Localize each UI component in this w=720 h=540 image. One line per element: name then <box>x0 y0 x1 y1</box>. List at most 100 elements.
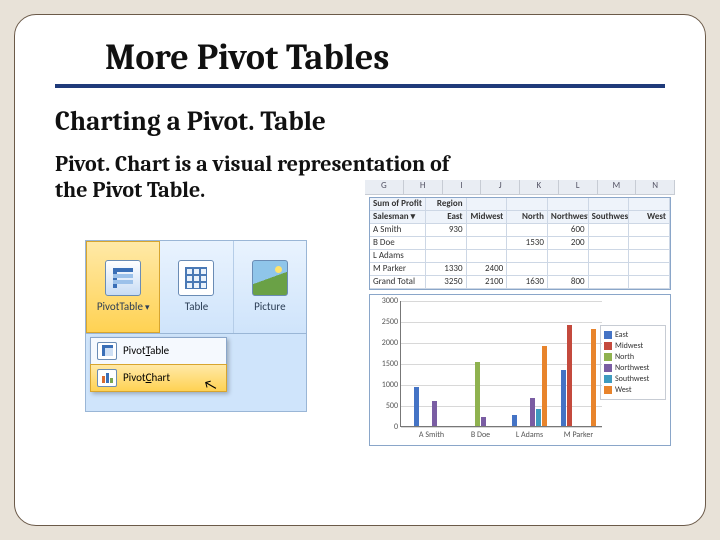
table-cell <box>589 276 630 289</box>
table-cell: West <box>629 211 670 224</box>
title-underline <box>55 84 665 88</box>
bar <box>530 398 535 425</box>
col-header: H <box>404 180 443 194</box>
x-tick-label: M Parker <box>564 430 593 440</box>
ribbon-label: Picture <box>254 300 286 313</box>
slide-title: More Pivot Tables <box>105 37 665 78</box>
table-cell: 200 <box>548 237 589 250</box>
table-cell: 2100 <box>467 276 508 289</box>
pic-icon <box>252 260 288 296</box>
table-cell <box>507 263 548 276</box>
table-cell <box>426 250 467 263</box>
table-row: Salesman ▾EastMidwestNorthNorthwestSouth… <box>370 211 670 224</box>
y-tick-label: 3000 <box>374 296 398 306</box>
x-tick-label: L Adams <box>516 430 543 440</box>
pivot-chart: 050010001500200025003000A SmithB DoeL Ad… <box>369 294 671 446</box>
table-cell <box>629 250 670 263</box>
legend-label: East <box>615 330 628 340</box>
legend-item: West <box>604 385 662 395</box>
table-cell: Midwest <box>467 211 508 224</box>
legend-label: West <box>615 385 632 395</box>
ribbon-pivottable-button[interactable]: PivotTable <box>86 241 160 333</box>
table-cell <box>589 237 630 250</box>
x-tick-label: B Doe <box>471 430 490 440</box>
legend-swatch <box>604 375 612 383</box>
legend-item: Midwest <box>604 341 662 351</box>
table-cell: 800 <box>548 276 589 289</box>
table-cell: Southwest <box>589 211 630 224</box>
table-cell: B Doe <box>370 237 426 250</box>
table-cell: 1530 <box>507 237 548 250</box>
table-icon <box>178 260 214 296</box>
table-cell: 3250 <box>426 276 467 289</box>
table-cell: Northwest <box>548 211 589 224</box>
table-cell <box>629 198 670 211</box>
y-tick-label: 1000 <box>374 380 398 390</box>
table-cell: 600 <box>548 224 589 237</box>
ribbon-group: PivotTable Table Picture <box>86 241 306 334</box>
table-cell <box>507 224 548 237</box>
ribbon-label: Table <box>185 300 209 313</box>
gridline <box>401 427 602 428</box>
table-cell: Sum of Profit <box>370 198 426 211</box>
gridline <box>401 322 602 323</box>
chart-plot-area: 050010001500200025003000A SmithB DoeL Ad… <box>400 301 602 427</box>
ribbon-picture-button[interactable]: Picture <box>234 241 306 333</box>
bar <box>475 362 480 426</box>
dropdown-label: PivotTable <box>123 344 169 357</box>
table-cell: East <box>426 211 467 224</box>
y-tick-label: 0 <box>374 422 398 432</box>
legend-label: Northwest <box>615 363 649 373</box>
table-cell <box>548 250 589 263</box>
table-cell: North <box>507 211 548 224</box>
table-cell <box>548 263 589 276</box>
table-row: A Smith930600 <box>370 224 670 237</box>
pivot-icon <box>105 260 141 296</box>
ribbon-label: PivotTable <box>97 300 150 313</box>
table-cell: L Adams <box>370 250 426 263</box>
table-cell <box>589 250 630 263</box>
table-cell <box>629 224 670 237</box>
table-cell <box>507 198 548 211</box>
bar <box>481 417 486 425</box>
table-cell: Region <box>426 198 467 211</box>
table-row: Sum of ProfitRegion <box>370 198 670 211</box>
legend-item: East <box>604 330 662 340</box>
bar <box>561 370 566 426</box>
dropdown-pivottable[interactable]: PivotTable <box>91 338 226 365</box>
bar <box>432 401 437 426</box>
col-header: J <box>481 180 520 194</box>
pt-icon <box>97 342 117 360</box>
y-tick-label: 2000 <box>374 338 398 348</box>
table-cell: 1330 <box>426 263 467 276</box>
table-cell <box>507 250 548 263</box>
y-tick-label: 2500 <box>374 317 398 327</box>
y-tick-label: 500 <box>374 401 398 411</box>
table-cell: M Parker <box>370 263 426 276</box>
excel-screenshot: GHIJKLMN Sum of ProfitRegionSalesman ▾Ea… <box>365 180 675 435</box>
table-cell <box>589 224 630 237</box>
table-cell: 1630 <box>507 276 548 289</box>
table-cell <box>589 198 630 211</box>
ribbon-screenshot: PivotTableTablePicture PivotTablePivotCh… <box>85 240 307 412</box>
bar <box>591 329 596 426</box>
table-row: Grand Total325021001630800 <box>370 276 670 289</box>
col-header: G <box>365 180 404 194</box>
legend-item: Northwest <box>604 363 662 373</box>
ribbon-table-button[interactable]: Table <box>160 241 233 333</box>
bar <box>512 415 517 426</box>
table-cell <box>629 276 670 289</box>
table-cell <box>467 224 508 237</box>
table-cell <box>548 198 589 211</box>
excel-column-headers: GHIJKLMN <box>365 180 675 195</box>
legend-swatch <box>604 331 612 339</box>
gridline <box>401 301 602 302</box>
legend-swatch <box>604 342 612 350</box>
bar <box>567 325 572 426</box>
table-cell <box>589 263 630 276</box>
col-header: K <box>520 180 559 194</box>
slide-panel: More Pivot Tables Charting a Pivot. Tabl… <box>14 14 706 526</box>
table-cell <box>467 198 508 211</box>
table-row: M Parker13302400 <box>370 263 670 276</box>
bar <box>414 387 419 426</box>
